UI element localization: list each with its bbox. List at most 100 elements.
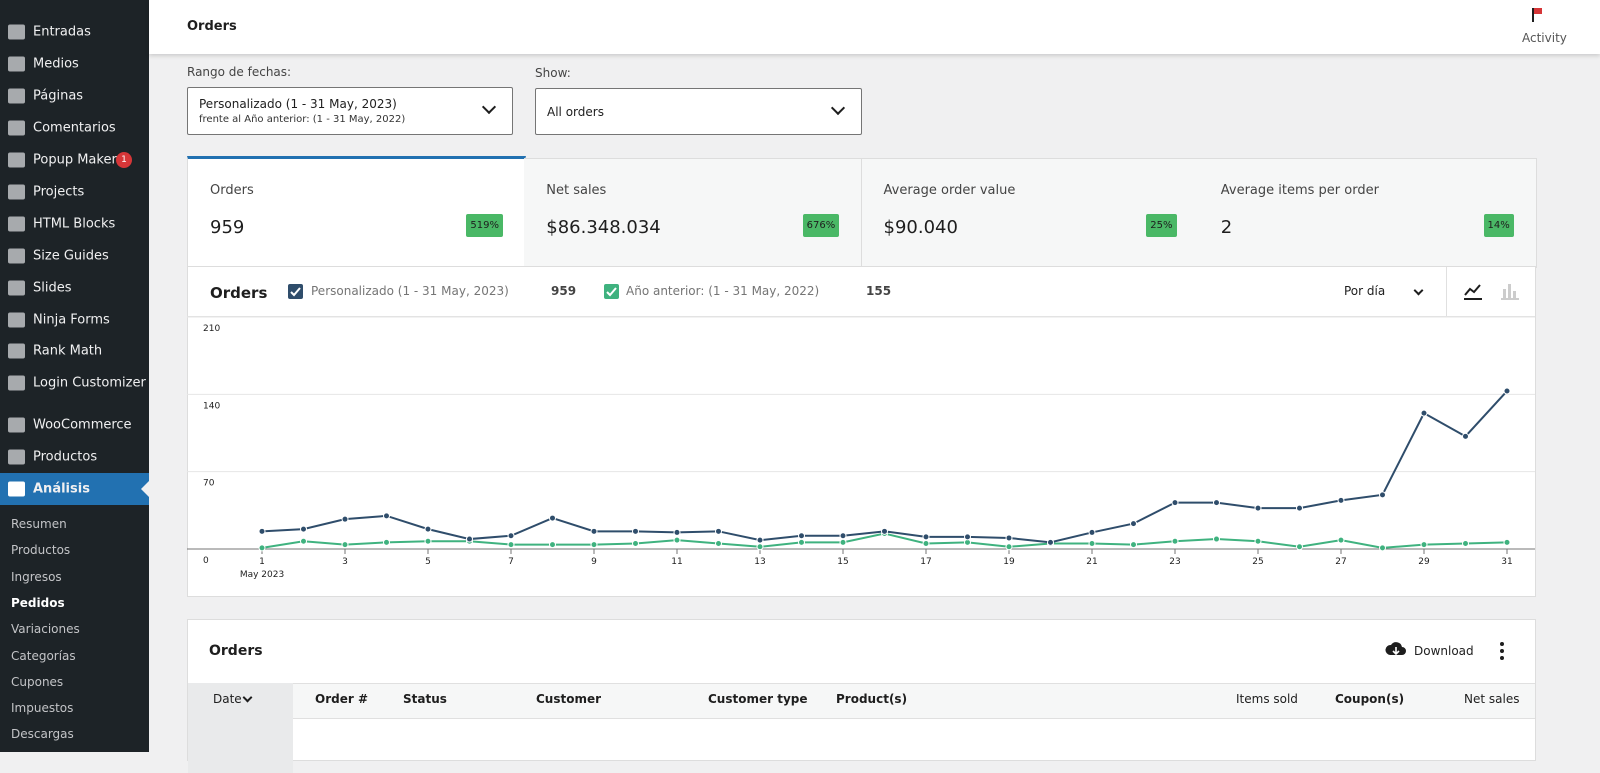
data-point [799, 539, 805, 545]
card-delta: 14% [1484, 214, 1514, 237]
activity-icon[interactable] [1532, 8, 1544, 22]
data-point [1380, 492, 1386, 498]
line-chart-icon[interactable] [1463, 281, 1483, 301]
menu-item[interactable]: Slides [33, 281, 72, 296]
x-tick-label: 7 [508, 557, 514, 567]
data-point [1255, 538, 1261, 544]
summary-card[interactable]: Average items per order214% [1199, 158, 1537, 268]
activity-link[interactable]: Activity [1522, 31, 1567, 45]
download-button[interactable]: Download [1414, 644, 1474, 658]
menu-item[interactable]: Comentarios [33, 121, 116, 136]
data-point [1338, 537, 1344, 543]
menu-item[interactable]: Login Customizer [33, 376, 146, 391]
menu-item[interactable]: Análisis [33, 482, 90, 497]
data-point [384, 539, 390, 545]
x-tick-label: 17 [920, 557, 931, 567]
column-header[interactable]: Coupon(s) [1335, 692, 1404, 706]
chevron [482, 100, 496, 114]
column-header[interactable]: Customer [536, 692, 601, 706]
legend-total: 155 [866, 284, 891, 298]
summary-card[interactable]: Net sales$86.348.034676% [524, 158, 862, 268]
legend-total: 959 [551, 284, 576, 298]
x-tick-label: 13 [754, 557, 765, 567]
summary-card[interactable]: Orders959519% [187, 156, 526, 268]
column-header[interactable]: Order # [315, 692, 368, 706]
menu-icon [8, 89, 25, 104]
menu-item[interactable]: Medios [33, 57, 79, 72]
date-compare: frente al Año anterior: (1 - 31 May, 202… [199, 114, 405, 125]
menu-item[interactable]: HTML Blocks [33, 217, 115, 232]
data-point [840, 533, 846, 539]
submenu-item[interactable]: Impuestos [11, 701, 73, 715]
date-picker[interactable]: Personalizado (1 - 31 May, 2023) frente … [187, 87, 513, 135]
data-point [550, 542, 556, 548]
data-point [1380, 545, 1386, 551]
data-point [674, 537, 680, 543]
menu-item[interactable]: Size Guides [33, 249, 109, 264]
menu-icon [8, 217, 25, 232]
filter-label: Rango de fechas: [187, 65, 291, 79]
submenu-item[interactable]: Descargas [11, 727, 74, 741]
card-label: Average order value [884, 183, 1016, 198]
show-select[interactable]: All orders [535, 88, 862, 135]
data-point [1172, 500, 1178, 506]
submenu-item[interactable]: Ingresos [11, 570, 62, 584]
x-tick-label: 19 [1003, 557, 1015, 567]
menu-item[interactable]: Productos [33, 450, 97, 465]
x-tick-label: 5 [425, 557, 431, 567]
menu-icon [8, 25, 25, 40]
header-title: Orders [187, 19, 237, 34]
menu-item[interactable]: Páginas [33, 89, 83, 104]
summary-card[interactable]: Average order value$90.04025% [862, 158, 1200, 268]
data-point [799, 533, 805, 539]
y-tick-label: 140 [203, 401, 220, 411]
column-header[interactable]: Product(s) [836, 692, 907, 706]
column-header[interactable]: Net sales [1464, 692, 1519, 706]
menu-item[interactable]: Rank Math [33, 344, 102, 359]
data-point [633, 540, 639, 546]
page: {"sidebar":{"menu":["Entradas","Medios",… [0, 0, 1600, 752]
menu-icon [8, 376, 25, 391]
download-icon[interactable] [1385, 641, 1407, 659]
divider [1446, 267, 1447, 316]
submenu-item[interactable]: Resumen [11, 517, 67, 531]
menu-item[interactable]: Projects [33, 185, 84, 200]
more-menu[interactable] [1500, 642, 1504, 660]
x-tick-label: 15 [837, 557, 848, 567]
column-header[interactable]: Customer type [708, 692, 808, 706]
submenu-item[interactable]: Productos [11, 543, 70, 557]
submenu-item[interactable]: Pedidos [11, 596, 65, 610]
menu-icon [8, 344, 25, 359]
menu-item[interactable]: Ninja Forms [33, 313, 110, 328]
x-tick-label: 25 [1252, 557, 1263, 567]
column-header[interactable]: Date [213, 692, 242, 706]
sidebar: Entradas Medios Páginas Comentarios Popup Ma… [0, 0, 149, 752]
x-axis-sublabel: May 2023 [240, 570, 284, 580]
bar-chart-icon[interactable] [1500, 281, 1520, 301]
data-point [508, 533, 514, 539]
menu-icon [8, 57, 25, 72]
submenu-item[interactable]: Variaciones [11, 622, 80, 636]
legend-checkbox[interactable] [288, 284, 303, 299]
column-header[interactable]: Items sold [1236, 692, 1298, 706]
data-point [1297, 505, 1303, 511]
submenu-item[interactable]: Cupones [11, 675, 63, 689]
card-value: 959 [210, 217, 244, 238]
data-point [923, 540, 929, 546]
x-tick-label: 3 [342, 557, 348, 567]
card-value: $86.348.034 [546, 217, 661, 238]
legend-checkbox[interactable] [604, 284, 619, 299]
x-tick-label: 9 [591, 557, 597, 567]
data-point [508, 542, 514, 548]
submenu-item[interactable]: Categorías [11, 649, 76, 663]
column-header[interactable]: Status [403, 692, 447, 706]
menu-item[interactable]: Popup Maker [33, 153, 117, 168]
menu-item[interactable]: WooCommerce [33, 418, 132, 433]
chart-title: Orders [210, 284, 267, 302]
data-point [1131, 542, 1137, 548]
interval-select[interactable]: Por día [1344, 284, 1385, 298]
data-point [674, 529, 680, 535]
menu-icon [8, 313, 25, 328]
data-point [342, 516, 348, 522]
menu-item[interactable]: Entradas [33, 25, 91, 40]
